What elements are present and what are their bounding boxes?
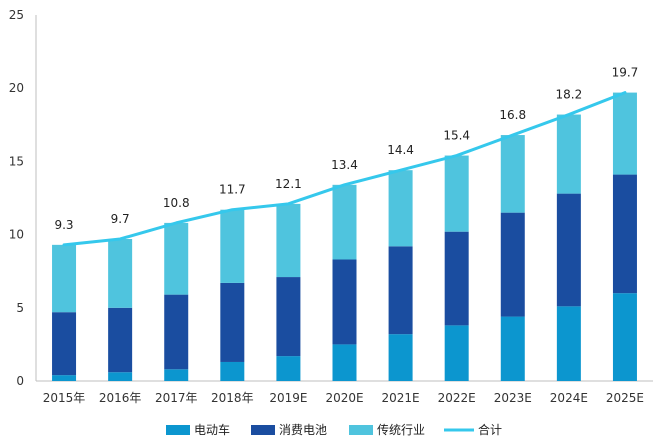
legend-label: 电动车 <box>194 422 230 437</box>
x-tick-label: 2015年 <box>43 391 86 405</box>
x-tick-label: 2018年 <box>211 391 254 405</box>
y-tick-label: 0 <box>16 374 24 388</box>
legend-swatch <box>251 425 275 435</box>
total-line <box>62 91 627 247</box>
total-data-label: 19.7 <box>612 66 639 80</box>
total-data-label: 16.8 <box>499 108 526 122</box>
bar-segment-2 <box>388 246 413 335</box>
bar-segment-3 <box>500 135 525 213</box>
x-tick-label: 2017年 <box>155 391 198 405</box>
legend-label: 消费电池 <box>279 423 327 437</box>
x-tick-label: 2023E <box>494 391 532 405</box>
bar-segment-3 <box>388 170 413 247</box>
legend-swatch <box>349 425 373 435</box>
bar-segment-2 <box>612 174 637 294</box>
y-tick-labels: 0 5 10 15 20 25 <box>9 8 24 388</box>
bar-segment-3 <box>556 114 581 194</box>
total-data-label: 9.7 <box>111 212 130 226</box>
bar-segment-2 <box>500 212 525 317</box>
bar-segment-2 <box>444 231 469 326</box>
bar-segment-3 <box>52 244 77 313</box>
bar-segment-3 <box>276 203 301 278</box>
bar-segment-3 <box>444 155 469 232</box>
bar-segment-1 <box>220 361 245 381</box>
total-data-label: 15.4 <box>443 129 470 143</box>
x-tick-label: 2016年 <box>99 391 142 405</box>
legend-label: 传统行业 <box>377 422 425 437</box>
y-tick-label: 5 <box>16 301 24 315</box>
bar-segment-1 <box>52 375 77 381</box>
bar-segment-1 <box>612 293 637 381</box>
x-tick-label: 2019E <box>269 391 307 405</box>
bar-segment-3 <box>332 184 357 260</box>
bar-segment-2 <box>108 307 133 373</box>
bar-segment-1 <box>556 306 581 381</box>
bar-segment-2 <box>164 294 189 370</box>
bar-segment-3 <box>220 209 245 283</box>
bar-segment-2 <box>52 312 77 376</box>
legend-label: 合计 <box>478 422 502 437</box>
y-tick-label: 25 <box>9 8 24 22</box>
bar-segment-3 <box>612 92 637 175</box>
total-data-label: 11.7 <box>219 183 246 197</box>
bar-segment-2 <box>332 259 357 345</box>
y-tick-label: 20 <box>9 81 24 95</box>
bar-segment-1 <box>276 356 301 381</box>
total-data-label: 12.1 <box>275 177 302 191</box>
x-tick-labels: 2015年 2016年 2017年 2018年 2019E 2020E 2021E 2022E… <box>43 391 644 405</box>
y-tick-label: 15 <box>9 154 24 168</box>
bar-segment-3 <box>108 238 133 308</box>
x-tick-label: 2021E <box>382 391 420 405</box>
x-tick-label: 2024E <box>550 391 588 405</box>
total-data-label: 10.8 <box>163 196 190 210</box>
legend: 电动车 消费电池 传统行业 合计 <box>166 422 502 437</box>
bar-segment-2 <box>220 282 245 362</box>
y-tick-label: 10 <box>9 228 24 242</box>
legend-swatch <box>166 425 190 435</box>
x-tick-label: 2025E <box>606 391 644 405</box>
x-tick-label: 2022E <box>438 391 476 405</box>
bar-segment-2 <box>276 277 301 357</box>
total-data-label: 13.4 <box>331 158 358 172</box>
total-data-label: 9.3 <box>54 218 73 232</box>
bar-segment-1 <box>500 316 525 381</box>
bar-segment-1 <box>388 334 413 381</box>
bar-segment-1 <box>444 325 469 381</box>
total-data-label: 14.4 <box>387 143 414 157</box>
total-data-labels: 9.3 9.7 10.8 11.7 12.1 13.4 14.4 15.4 16.8 18.2 19… <box>54 66 638 232</box>
bar-segment-1 <box>164 369 189 381</box>
bar-segment-1 <box>108 372 133 381</box>
total-data-label: 18.2 <box>556 88 583 102</box>
bar-segment-1 <box>332 344 357 381</box>
x-tick-label: 2020E <box>325 391 363 405</box>
bar-segment-2 <box>556 193 581 307</box>
bar-segments <box>52 92 637 381</box>
bar-segment-3 <box>164 222 189 295</box>
